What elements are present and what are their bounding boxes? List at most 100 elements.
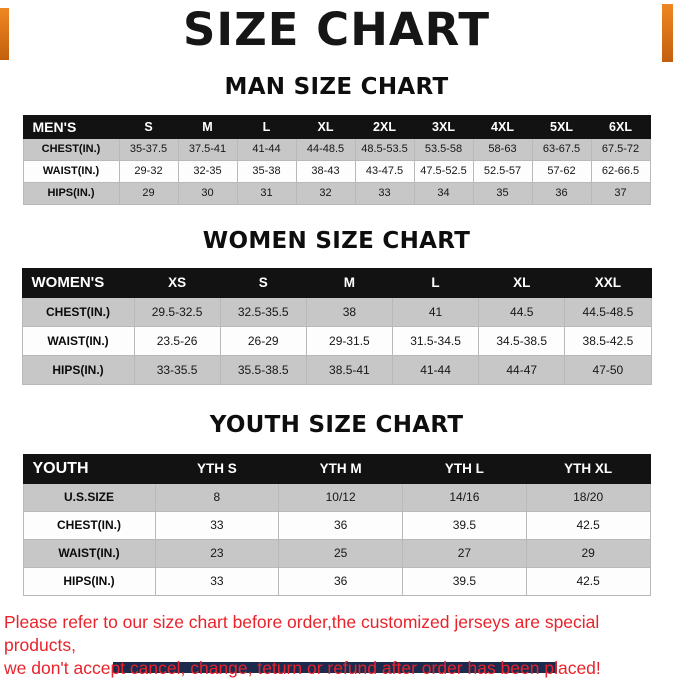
size-value-cell: 23.5-26 — [133, 325, 221, 356]
size-value-cell: 31.5-34.5 — [391, 325, 480, 356]
size-value-cell: 36 — [278, 510, 403, 540]
size-value-cell: 37.5-41 — [177, 137, 238, 161]
size-value-cell: 32-35 — [177, 159, 238, 183]
size-value-cell: 32.5-35.5 — [219, 296, 307, 327]
size-column-header: YTH M — [278, 453, 403, 484]
size-value-cell: 41-44 — [236, 137, 297, 161]
size-column-header: 3XL — [413, 114, 474, 139]
man-size-table: MEN'S S M L XL 2XL 3XL 4XL 5XL 6XL CHEST(IN.) 35-37… — [22, 114, 651, 205]
row-label-cell: WAIST(IN.) — [21, 325, 135, 356]
size-value-cell: 25 — [278, 538, 403, 568]
size-value-cell: 53.5-58 — [413, 137, 474, 161]
size-value-cell: 43-47.5 — [354, 159, 415, 183]
row-label-cell: CHEST(IN.) — [22, 510, 156, 540]
size-column-header: XXL — [564, 267, 652, 298]
row-label-cell: U.S.SIZE — [22, 482, 156, 512]
size-value-cell: 32 — [295, 181, 356, 205]
women-size-chart-section: WOMEN SIZE CHART WOMEN'S XS S M L XL XXL CHEST(… — [0, 228, 673, 385]
size-value-cell: 42.5 — [525, 510, 651, 540]
size-column-header: S — [118, 114, 179, 139]
table-corner-header: MEN'S — [22, 114, 120, 139]
footer-warning-line2: we don't accept cancel, change, teturn o… — [4, 657, 601, 678]
size-value-cell: 44.5-48.5 — [564, 296, 652, 327]
row-label-cell: WAIST(IN.) — [22, 159, 120, 183]
size-value-cell: 47-50 — [564, 354, 652, 385]
size-column-header: 4XL — [472, 114, 533, 139]
row-label-cell: HIPS(IN.) — [21, 354, 135, 385]
table-header-row: WOMEN'S XS S M L XL XXL — [21, 267, 652, 298]
size-value-cell: 63-67.5 — [531, 137, 592, 161]
size-column-header: 6XL — [590, 114, 651, 139]
size-value-cell: 44-47 — [478, 354, 566, 385]
row-label-cell: HIPS(IN.) — [22, 181, 120, 205]
table-header-row: YOUTH YTH S YTH M YTH L YTH XL — [22, 453, 651, 484]
size-value-cell: 10/12 — [278, 482, 403, 512]
table-row: CHEST(IN.) 35-37.5 37.5-41 41-44 44-48.5 48.5… — [22, 137, 651, 161]
row-label-cell: HIPS(IN.) — [22, 566, 156, 596]
size-value-cell: 41-44 — [391, 354, 480, 385]
size-value-cell: 35-38 — [236, 159, 297, 183]
size-value-cell: 52.5-57 — [472, 159, 533, 183]
size-value-cell: 42.5 — [525, 566, 651, 596]
size-value-cell: 29-32 — [118, 159, 179, 183]
section-title-women: WOMEN SIZE CHART — [202, 227, 471, 254]
size-value-cell: 29 — [118, 181, 179, 205]
size-column-header: 2XL — [354, 114, 415, 139]
size-value-cell: 33 — [154, 510, 280, 540]
table-corner-header: WOMEN'S — [21, 267, 135, 298]
size-value-cell: 35-37.5 — [118, 137, 179, 161]
size-value-cell: 35 — [472, 181, 533, 205]
size-chart-page: SIZE CHART MAN SIZE CHART MEN'S S M L XL 2XL 3… — [0, 4, 673, 680]
size-value-cell: 44-48.5 — [295, 137, 356, 161]
size-value-cell: 33 — [354, 181, 415, 205]
size-value-cell: 38 — [305, 296, 393, 327]
size-value-cell: 34 — [413, 181, 474, 205]
corner-decoration-right — [662, 4, 673, 62]
size-value-cell: 23 — [154, 538, 280, 568]
table-header-row: MEN'S S M L XL 2XL 3XL 4XL 5XL 6XL — [22, 114, 651, 139]
youth-size-table: YOUTH YTH S YTH M YTH L YTH XL U.S.SIZE 8 10/12… — [22, 453, 651, 596]
size-value-cell: 26-29 — [219, 325, 307, 356]
size-value-cell: 62-66.5 — [590, 159, 651, 183]
table-row: WAIST(IN.) 29-32 32-35 35-38 38-43 43-47.5 47.… — [22, 159, 651, 183]
table-row: HIPS(IN.) 29 30 31 32 33 34 35 36 37 — [22, 181, 651, 205]
table-row: WAIST(IN.) 23.5-26 26-29 29-31.5 31.5-34.5 34… — [21, 325, 652, 356]
footer-warning-line1: Please refer to our size chart before or… — [4, 611, 600, 655]
size-value-cell: 29 — [525, 538, 651, 568]
page-title: SIZE CHART — [182, 3, 491, 56]
corner-decoration-left — [0, 8, 9, 60]
size-value-cell: 8 — [154, 482, 280, 512]
section-title-man: MAN SIZE CHART — [224, 73, 449, 100]
size-column-header: YTH L — [402, 453, 527, 484]
size-value-cell: 30 — [177, 181, 238, 205]
size-value-cell: 34.5-38.5 — [478, 325, 566, 356]
row-label-cell: CHEST(IN.) — [22, 137, 120, 161]
women-size-table: WOMEN'S XS S M L XL XXL CHEST(IN.) 29.5-32.5 32.5… — [21, 267, 652, 385]
table-row: CHEST(IN.) 33 36 39.5 42.5 — [22, 510, 651, 540]
table-row: U.S.SIZE 8 10/12 14/16 18/20 — [22, 482, 651, 512]
size-value-cell: 29-31.5 — [305, 325, 393, 356]
size-column-header: S — [219, 267, 307, 298]
size-value-cell: 38.5-42.5 — [564, 325, 652, 356]
table-row: HIPS(IN.) 33 36 39.5 42.5 — [22, 566, 651, 596]
size-value-cell: 41 — [391, 296, 480, 327]
size-column-header: XL — [478, 267, 566, 298]
size-column-header: 5XL — [531, 114, 592, 139]
size-value-cell: 38.5-41 — [305, 354, 393, 385]
size-column-header: M — [305, 267, 393, 298]
table-corner-header: YOUTH — [22, 453, 156, 484]
size-value-cell: 36 — [531, 181, 592, 205]
size-value-cell: 44.5 — [478, 296, 566, 327]
youth-size-chart-section: YOUTH SIZE CHART YOUTH YTH S YTH M YTH L YTH… — [0, 412, 673, 596]
size-value-cell: 39.5 — [402, 566, 527, 596]
size-value-cell: 57-62 — [531, 159, 592, 183]
size-column-header: L — [391, 267, 480, 298]
size-column-header: M — [177, 114, 238, 139]
size-column-header: YTH XL — [525, 453, 651, 484]
size-column-header: XS — [133, 267, 221, 298]
size-value-cell: 39.5 — [402, 510, 527, 540]
size-value-cell: 33 — [154, 566, 280, 596]
size-value-cell: 48.5-53.5 — [354, 137, 415, 161]
size-value-cell: 33-35.5 — [133, 354, 221, 385]
size-column-header: XL — [295, 114, 356, 139]
